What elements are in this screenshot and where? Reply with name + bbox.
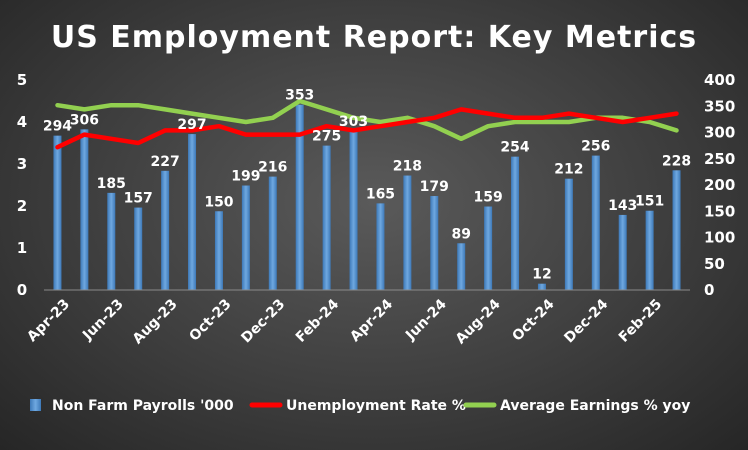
y-right-tick-label: 50: [704, 255, 725, 273]
chart-title: US Employment Report: Key Metrics: [51, 20, 697, 55]
data-label: 212: [554, 162, 583, 178]
x-tick-label: Apr-24: [347, 296, 396, 345]
data-label: 89: [451, 226, 470, 242]
lines-layer: [55, 98, 679, 150]
bar-payrolls: [268, 176, 277, 290]
x-tick-label: Jun-23: [79, 296, 127, 344]
x-tick-label: Aug-23: [130, 296, 181, 347]
bar-payrolls: [537, 283, 546, 290]
y-right-tick-label: 300: [704, 124, 735, 142]
bar-payrolls: [107, 192, 116, 290]
x-tick-label: Apr-23: [24, 296, 73, 345]
line-average-earnings: [55, 98, 679, 142]
bar-payrolls: [645, 210, 654, 290]
data-label: 303: [339, 114, 368, 130]
x-tick-label: Jun-24: [402, 296, 450, 344]
data-label: 165: [366, 186, 395, 202]
data-label: 216: [258, 160, 287, 176]
x-tick-label: Feb-25: [616, 296, 665, 345]
y-right-tick-label: 250: [704, 150, 735, 168]
bar-payrolls: [214, 211, 223, 290]
data-label: 297: [177, 117, 206, 133]
bar-payrolls: [53, 135, 62, 290]
bar-payrolls: [511, 156, 520, 290]
bar-payrolls: [591, 155, 600, 290]
y-right-tick-label: 100: [704, 229, 735, 247]
data-label: 275: [312, 129, 341, 145]
x-tick-label: Oct-23: [186, 296, 234, 344]
legend-swatch-bar: [30, 399, 41, 411]
x-tick-label: Dec-24: [561, 296, 611, 346]
legend-item: Average Earnings % yoy: [463, 398, 690, 414]
bar-payrolls: [349, 130, 358, 290]
bar-payrolls: [134, 207, 143, 290]
data-label: 157: [124, 191, 153, 207]
x-tick-label: Dec-23: [238, 296, 288, 346]
legend: Non Farm Payrolls '000 Unemployment Rate …: [30, 398, 690, 414]
bar-payrolls: [161, 170, 170, 290]
data-label: 150: [204, 194, 233, 210]
y-left-tick-label: 5: [17, 71, 27, 89]
y-right-tick-label: 200: [704, 176, 735, 194]
data-label: 185: [97, 176, 126, 192]
legend-label: Unemployment Rate %: [286, 398, 466, 414]
bars-layer: [53, 104, 681, 290]
bar-payrolls: [564, 178, 573, 290]
y-right-tick-label: 0: [704, 281, 714, 299]
data-label: 218: [393, 159, 422, 175]
legend-label: Average Earnings % yoy: [500, 398, 690, 414]
bar-payrolls: [188, 134, 197, 290]
bar-payrolls: [672, 170, 681, 290]
y-right-tick-label: 400: [704, 71, 735, 89]
bar-payrolls: [80, 129, 89, 290]
bar-payrolls: [484, 206, 493, 290]
bar-payrolls: [241, 185, 250, 290]
data-label: 227: [151, 154, 180, 170]
data-label: 254: [500, 140, 529, 156]
legend-item: Unemployment Rate %: [249, 398, 466, 414]
y-right-tick-label: 150: [704, 202, 735, 220]
bar-payrolls: [430, 196, 439, 290]
bar-payrolls: [295, 104, 304, 290]
data-label: 199: [231, 169, 260, 185]
y-left-tick-label: 1: [17, 239, 27, 257]
bar-payrolls: [457, 243, 466, 290]
x-tick-label: Oct-24: [509, 296, 557, 344]
legend-item: Non Farm Payrolls '000: [30, 398, 234, 414]
x-tick-label: Aug-24: [453, 296, 504, 347]
data-label: 294: [43, 119, 72, 135]
y-left-tick-label: 2: [17, 197, 27, 215]
bar-payrolls: [376, 203, 385, 290]
data-label: 12: [532, 267, 551, 283]
data-label: 143: [608, 198, 637, 214]
bar-payrolls: [403, 175, 412, 290]
legend-label: Non Farm Payrolls '000: [52, 398, 234, 414]
y-left-tick-label: 3: [17, 155, 27, 173]
data-label: 228: [662, 153, 691, 169]
y-left-tick-label: 4: [17, 113, 27, 131]
line-unemployment-rate: [55, 107, 679, 150]
bar-payrolls: [322, 145, 331, 290]
data-label: 179: [420, 179, 449, 195]
bar-payrolls: [618, 214, 627, 290]
data-label: 151: [635, 194, 664, 210]
data-label: 256: [581, 139, 610, 155]
data-label: 159: [474, 190, 503, 206]
data-label: 306: [70, 112, 99, 128]
data-label: 353: [285, 88, 314, 104]
y-left-tick-label: 0: [17, 281, 27, 299]
x-tick-label: Feb-24: [293, 296, 343, 346]
y-right-tick-label: 350: [704, 97, 735, 115]
